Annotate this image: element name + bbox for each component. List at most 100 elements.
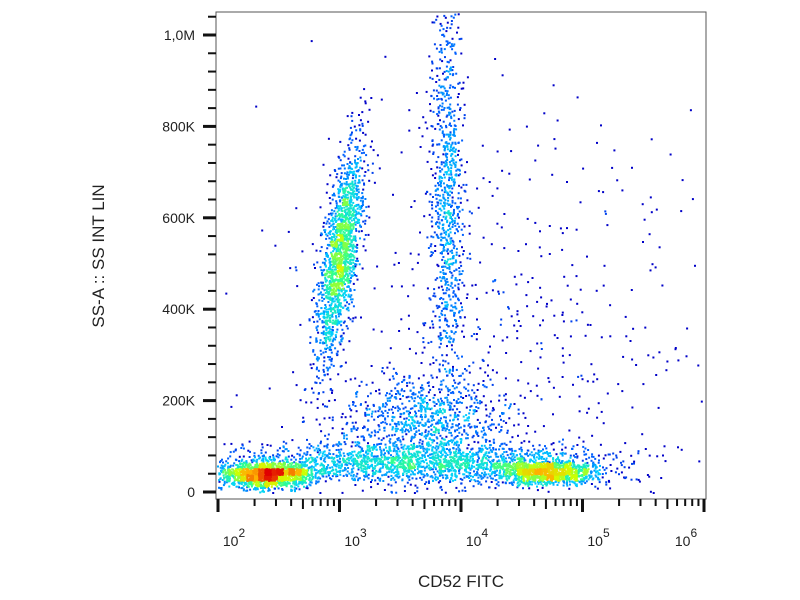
event-dot <box>356 472 359 475</box>
event-dot <box>305 486 308 489</box>
event-dot <box>576 455 579 458</box>
event-dot <box>309 341 312 344</box>
event-dot <box>527 382 530 385</box>
event-dot <box>674 348 677 351</box>
event-dot <box>348 167 351 169</box>
event-dot <box>328 449 331 452</box>
event-dot <box>454 479 457 481</box>
event-dot <box>274 458 276 461</box>
event-dot <box>392 405 394 408</box>
event-dot <box>422 398 425 401</box>
event-dot <box>624 442 627 445</box>
event-dot <box>516 330 519 333</box>
event-dot <box>486 454 489 457</box>
event-dot <box>441 454 444 457</box>
event-dot <box>552 460 555 463</box>
event-dot <box>328 314 331 317</box>
event-dot <box>563 275 566 278</box>
event-dot <box>332 297 335 300</box>
event-dot <box>340 443 343 446</box>
event-dot <box>468 252 471 255</box>
event-dot <box>444 429 447 432</box>
event-dot <box>538 455 541 458</box>
event-dot <box>345 173 348 176</box>
event-dot <box>380 421 383 424</box>
event-dot <box>469 456 472 459</box>
event-dot <box>539 230 541 233</box>
event-dot <box>487 473 490 476</box>
event-dot <box>337 192 340 195</box>
event-dot <box>442 197 445 199</box>
event-dot <box>529 458 532 461</box>
event-dot <box>359 454 362 457</box>
event-dot <box>349 126 352 129</box>
event-dot <box>484 438 487 441</box>
event-dot <box>356 243 359 246</box>
event-dot <box>547 490 550 493</box>
event-dot <box>438 176 441 178</box>
event-dot <box>396 472 399 475</box>
event-dot <box>347 183 350 186</box>
event-dot <box>386 456 389 459</box>
event-dot <box>497 484 500 487</box>
event-dot <box>321 321 324 324</box>
event-dot <box>323 450 326 453</box>
event-dot <box>363 160 366 163</box>
event-dot <box>381 367 384 369</box>
event-dot <box>356 221 359 223</box>
event-dot <box>254 488 257 491</box>
event-dot <box>338 294 341 296</box>
event-dot <box>533 456 535 458</box>
event-dot <box>402 455 405 458</box>
event-dot <box>416 452 419 455</box>
event-dot <box>431 60 434 63</box>
event-dot <box>248 456 251 458</box>
event-dot <box>318 285 320 288</box>
event-dot <box>456 435 459 437</box>
event-dot <box>466 161 468 164</box>
event-dot <box>473 409 476 412</box>
event-dot <box>457 357 460 360</box>
event-dot <box>425 90 428 93</box>
event-dot <box>357 452 360 455</box>
event-dot <box>620 461 622 464</box>
event-dot <box>449 215 452 218</box>
event-dot <box>351 245 354 248</box>
event-dot <box>446 474 449 477</box>
event-dot <box>316 283 318 286</box>
event-dot <box>418 429 420 432</box>
event-dot <box>471 453 474 456</box>
event-dot <box>453 133 455 136</box>
event-dot <box>523 458 526 460</box>
event-dot <box>358 175 361 178</box>
event-dot <box>461 433 464 436</box>
event-dot <box>440 126 443 129</box>
event-dot <box>348 303 351 306</box>
event-dot <box>340 220 343 223</box>
event-dot <box>458 423 461 426</box>
event-dot <box>475 453 478 456</box>
event-dot <box>431 207 434 210</box>
event-dot <box>427 391 430 394</box>
event-dot <box>411 416 414 419</box>
event-dot <box>447 167 450 170</box>
event-dot <box>352 191 354 194</box>
event-dot <box>450 463 453 466</box>
event-dot <box>438 78 441 81</box>
event-dot <box>431 376 434 379</box>
event-dot <box>451 374 454 377</box>
event-dot <box>311 478 314 481</box>
event-dot <box>355 196 358 199</box>
event-dot <box>661 284 664 287</box>
event-dot <box>453 351 456 354</box>
event-dot <box>448 371 451 374</box>
event-dot <box>319 349 322 352</box>
event-dot <box>537 453 540 456</box>
event-dot <box>347 157 350 160</box>
event-dot <box>444 272 447 275</box>
event-dot <box>485 386 488 389</box>
event-dot <box>436 143 439 146</box>
event-dot <box>348 237 351 240</box>
event-dot <box>566 484 569 487</box>
event-dot <box>454 302 457 305</box>
